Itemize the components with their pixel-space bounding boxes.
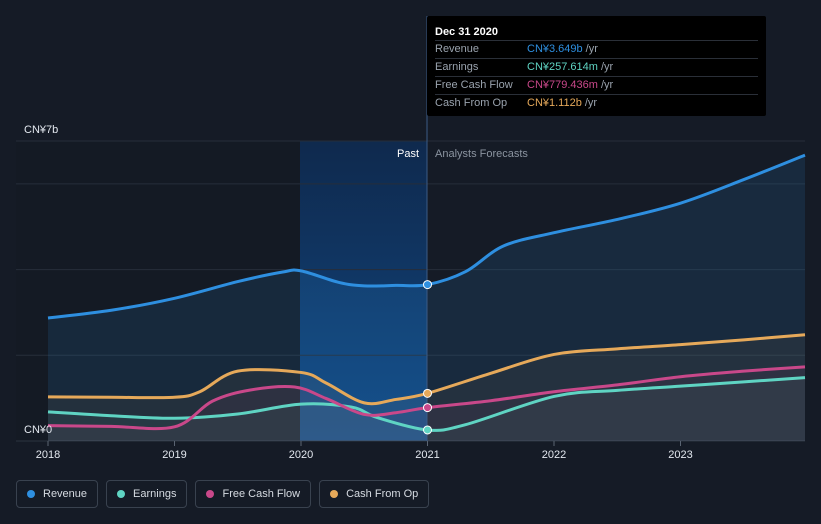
free-cash-flow-highlight-point: [423, 403, 432, 413]
legend-item-free-cash-flow[interactable]: Free Cash Flow: [195, 480, 312, 508]
x-axis-ticks: 2018 2019 2020 2021 2022 2023: [36, 441, 693, 461]
earnings-area: [48, 377, 805, 441]
legend-dot-icon: [330, 490, 339, 498]
cash-from-op-highlight-point: [423, 388, 432, 398]
tooltip-row-cash-from-op: Cash From Op CN¥1.112b /yr: [435, 94, 758, 112]
legend-label: Free Cash Flow: [222, 488, 301, 500]
tooltip-row-value: CN¥257.614m: [527, 61, 598, 73]
tooltip-row-value: CN¥3.649b: [527, 43, 583, 55]
x-tick-label: 2023: [668, 449, 692, 461]
revenue-line: [47, 153, 806, 320]
legend-label: Earnings: [133, 488, 177, 500]
tooltip-row-name: Cash From Op: [435, 97, 508, 109]
revenue-highlight-point: [423, 280, 432, 290]
x-tick-label: 2020: [289, 449, 313, 461]
forecast-label: Analysts Forecasts: [435, 148, 528, 160]
highlight-points: [423, 280, 432, 435]
earnings-line: [47, 376, 806, 432]
tooltip-row-name: Free Cash Flow: [435, 79, 513, 91]
x-tick-label: 2022: [542, 449, 566, 461]
legend-item-revenue[interactable]: Revenue: [16, 480, 99, 508]
legend: Revenue Earnings Free Cash Flow Cash Fro…: [16, 480, 430, 508]
y-axis-bottom-label: CN¥0: [24, 424, 52, 436]
tooltip-row-unit: /yr: [584, 97, 598, 109]
tooltip-row-free-cash-flow: Free Cash Flow CN¥779.436m /yr: [435, 76, 758, 94]
free-cash-flow-line: [47, 365, 806, 431]
tooltip-row-name: Revenue: [435, 43, 480, 55]
legend-dot-icon: [117, 490, 126, 498]
tooltip-row-revenue: Revenue CN¥3.649b /yr: [435, 40, 758, 58]
tooltip-row-unit: /yr: [600, 61, 614, 73]
legend-label: Revenue: [43, 488, 88, 500]
x-tick-label: 2018: [36, 449, 60, 461]
past-label: Past: [397, 148, 419, 160]
legend-item-cash-from-op[interactable]: Cash From Op: [319, 480, 430, 508]
gridlines: [16, 140, 805, 442]
past-highlight-band: [300, 141, 427, 441]
cash-from-op-line: [47, 333, 806, 406]
x-tick-label: 2019: [162, 449, 186, 461]
series-lines: [47, 153, 806, 432]
tooltip-date: Dec 31 2020: [435, 26, 498, 38]
y-axis-top-label: CN¥7b: [24, 124, 58, 136]
tooltip-row-value: CN¥1.112b: [527, 97, 582, 109]
tooltip-row-earnings: Earnings CN¥257.614m /yr: [435, 58, 758, 76]
tooltip-row-name: Earnings: [435, 61, 479, 73]
x-tick-label: 2021: [415, 449, 439, 461]
legend-dot-icon: [27, 490, 35, 498]
earnings-highlight-point: [423, 425, 432, 435]
legend-item-earnings[interactable]: Earnings: [106, 480, 188, 508]
tooltip: Dec 31 2020 Revenue CN¥3.649b /yr Earnin…: [427, 16, 766, 116]
tooltip-row-value: CN¥779.436m: [527, 79, 598, 91]
tooltip-row-unit: /yr: [600, 79, 614, 91]
tooltip-row-unit: /yr: [585, 43, 598, 55]
legend-dot-icon: [206, 490, 215, 498]
legend-label: Cash From Op: [346, 488, 419, 500]
